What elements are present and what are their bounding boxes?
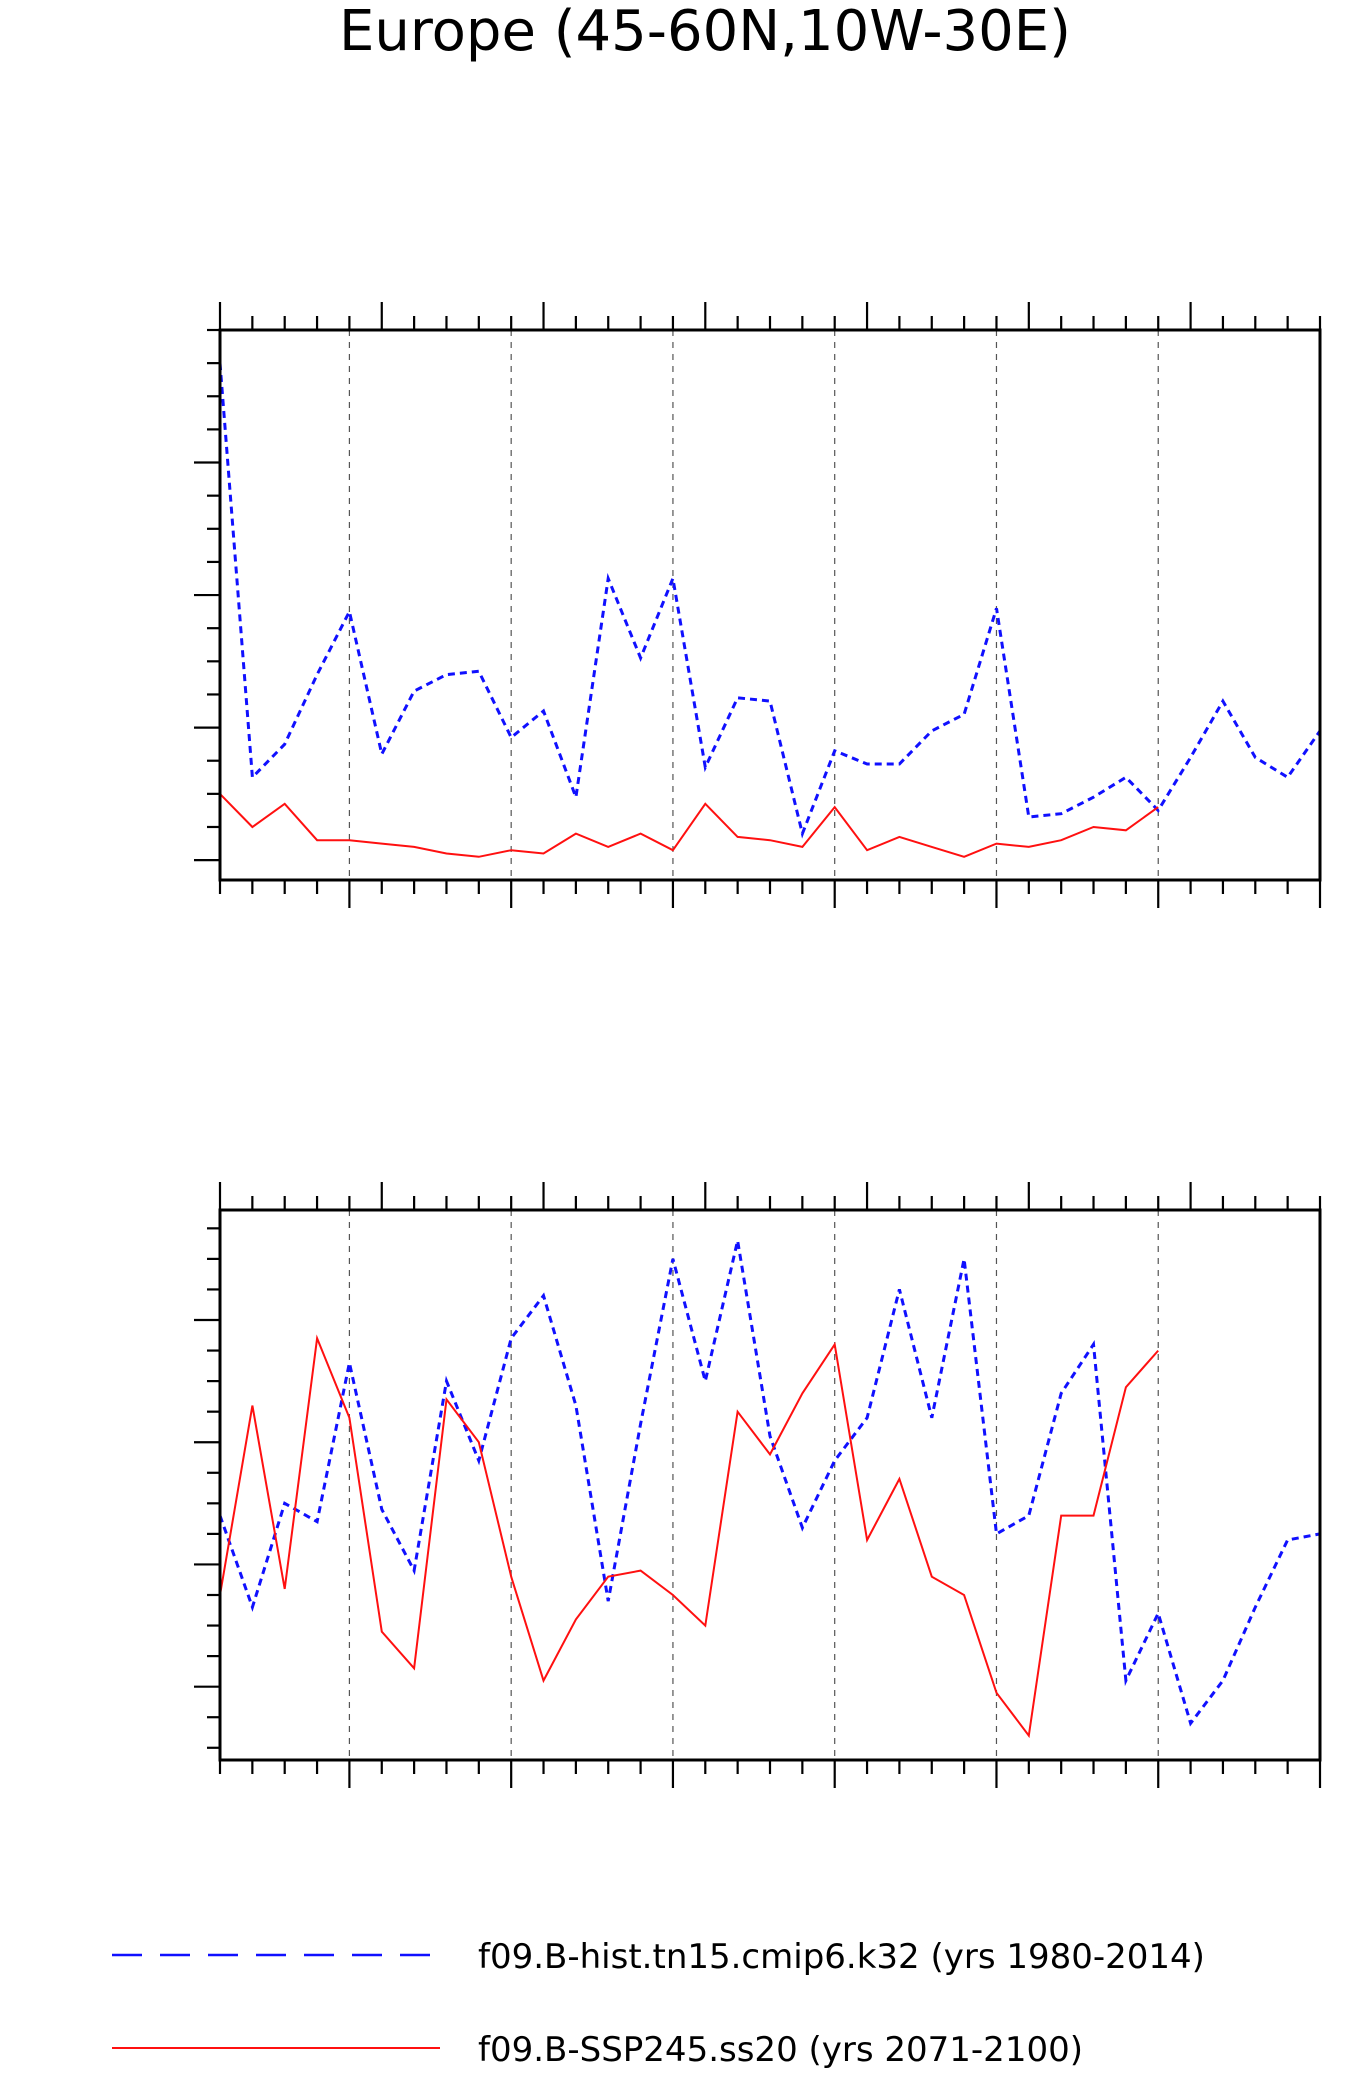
legend-label-ssp: f09.B-SSP245.ss20 (yrs 2071-2100) — [478, 2030, 1083, 2070]
plot-frame — [218, 1208, 1322, 1762]
series-line-ssp — [219, 1334, 1159, 1739]
chart-panel-soil-liquid-water — [194, 1182, 1322, 1788]
legend: f09.B-hist.tn15.cmip6.k32 (yrs 1980-2014… — [112, 1937, 1205, 2070]
figure-title: Europe (45-60N,10W-30E) — [339, 0, 1071, 64]
legend-label-hist: f09.B-hist.tn15.cmip6.k32 (yrs 1980-2014… — [478, 1937, 1205, 1977]
series-line-hist — [218, 1240, 1321, 1727]
chart-panel-soil-ice — [194, 302, 1322, 908]
series-line-hist — [218, 362, 1322, 839]
plot-frame — [218, 328, 1322, 882]
series-line-ssp — [219, 793, 1159, 858]
